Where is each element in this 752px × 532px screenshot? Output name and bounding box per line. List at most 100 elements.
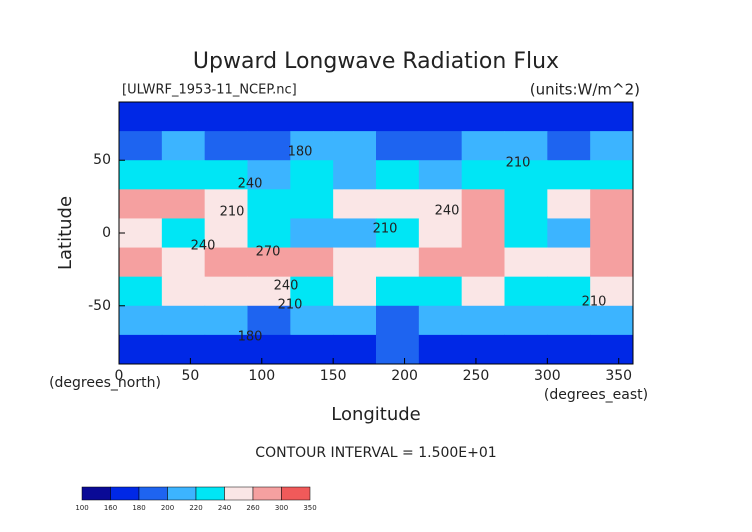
contour-label: 240	[191, 239, 216, 254]
field-cell	[418, 131, 463, 161]
field-cell	[247, 247, 291, 278]
y-tick-label: -50	[88, 298, 111, 314]
field-cell	[504, 247, 548, 278]
field-cell	[547, 131, 591, 161]
x-tick-label: 50	[181, 368, 199, 384]
y-units: (degrees_north)	[49, 375, 161, 391]
field-cell	[119, 131, 163, 161]
field-cell	[333, 160, 377, 190]
field-cell	[418, 160, 463, 190]
field-cell	[418, 305, 463, 336]
field-cell	[161, 102, 206, 132]
x-tick-label: 100	[248, 368, 275, 384]
field-cell	[247, 189, 291, 219]
field-cell	[590, 189, 634, 219]
field-cell	[247, 160, 291, 190]
field-cell	[204, 189, 248, 219]
field-cell	[504, 276, 548, 307]
field-cell	[161, 131, 206, 161]
field-cell	[247, 305, 291, 336]
field-cell	[461, 218, 505, 249]
field-cell	[333, 247, 377, 278]
field-cell	[461, 102, 505, 132]
contour-label: 210	[506, 156, 531, 171]
field-cell	[290, 276, 334, 307]
colorbar-box	[81, 486, 111, 501]
field-cell	[547, 247, 591, 278]
field-cell	[504, 102, 548, 132]
contour-label: 180	[288, 145, 313, 160]
field-cell	[590, 334, 634, 365]
field-cell	[290, 102, 334, 132]
field-cell	[119, 218, 163, 249]
field-cell	[461, 160, 505, 190]
field-cell	[376, 160, 420, 190]
field-cell	[376, 189, 420, 219]
field-cell	[590, 305, 634, 336]
subtitle-right: (units:W/m^2)	[530, 81, 640, 99]
field-cell	[418, 276, 463, 307]
field-cell	[204, 247, 248, 278]
field-cell	[376, 131, 420, 161]
field-cell	[119, 247, 163, 278]
x-units: (degrees_east)	[544, 387, 648, 403]
field-cell	[590, 102, 634, 132]
subtitle-left: [ULWRF_1953-11_NCEP.nc]	[122, 83, 297, 98]
field-cell	[290, 218, 334, 249]
field-cell	[333, 131, 377, 161]
field-cell	[333, 102, 377, 132]
field-cell	[547, 218, 591, 249]
y-axis-label: Latitude	[55, 196, 76, 270]
field-cell	[504, 189, 548, 219]
colorbar-label: 350	[303, 504, 316, 512]
field-cell	[504, 131, 548, 161]
field-cell	[376, 334, 420, 365]
field-cell	[247, 218, 291, 249]
field-cell	[290, 189, 334, 219]
field-cell	[161, 276, 206, 307]
field-cell	[418, 102, 463, 132]
contour-label: 240	[274, 279, 299, 294]
field-cell	[504, 160, 548, 190]
field-cell	[547, 102, 591, 132]
contour-label: 210	[582, 295, 607, 310]
field-cell	[161, 334, 206, 365]
field-cell	[204, 305, 248, 336]
field-cell	[504, 334, 548, 365]
colorbar-label: 220	[189, 504, 202, 512]
field-cell	[161, 247, 206, 278]
field-cell	[376, 102, 420, 132]
field-cell	[119, 189, 163, 219]
field-cell	[119, 102, 163, 132]
field-cell	[376, 305, 420, 336]
footer: CONTOUR INTERVAL = 1.500E+01	[255, 445, 496, 461]
field-cell	[204, 131, 248, 161]
field-cell	[376, 276, 420, 307]
contour-label: 240	[435, 204, 460, 219]
field-cell	[161, 189, 206, 219]
field-cell	[290, 160, 334, 190]
y-tick-label: 0	[102, 225, 111, 241]
contour-label: 210	[373, 222, 398, 237]
field-cell	[461, 276, 505, 307]
field-cell	[204, 102, 248, 132]
field-cell	[333, 189, 377, 219]
x-tick-label: 300	[534, 368, 561, 384]
field-cell	[333, 305, 377, 336]
field-cell	[204, 160, 248, 190]
colorbar-label: 180	[132, 504, 145, 512]
field-cell	[504, 218, 548, 249]
field-cell	[418, 247, 463, 278]
field-cell	[547, 189, 591, 219]
chart-title: Upward Longwave Radiation Flux	[193, 49, 559, 74]
colorbar-box	[167, 486, 197, 501]
colorbar-box	[110, 486, 140, 501]
field-cell	[590, 218, 634, 249]
field-cell	[204, 218, 248, 249]
field-cell	[376, 218, 420, 249]
field-cell	[119, 305, 163, 336]
contour-label: 270	[256, 245, 281, 260]
field-cell	[247, 276, 291, 307]
colorbar-box	[224, 486, 254, 501]
field-cell	[547, 305, 591, 336]
